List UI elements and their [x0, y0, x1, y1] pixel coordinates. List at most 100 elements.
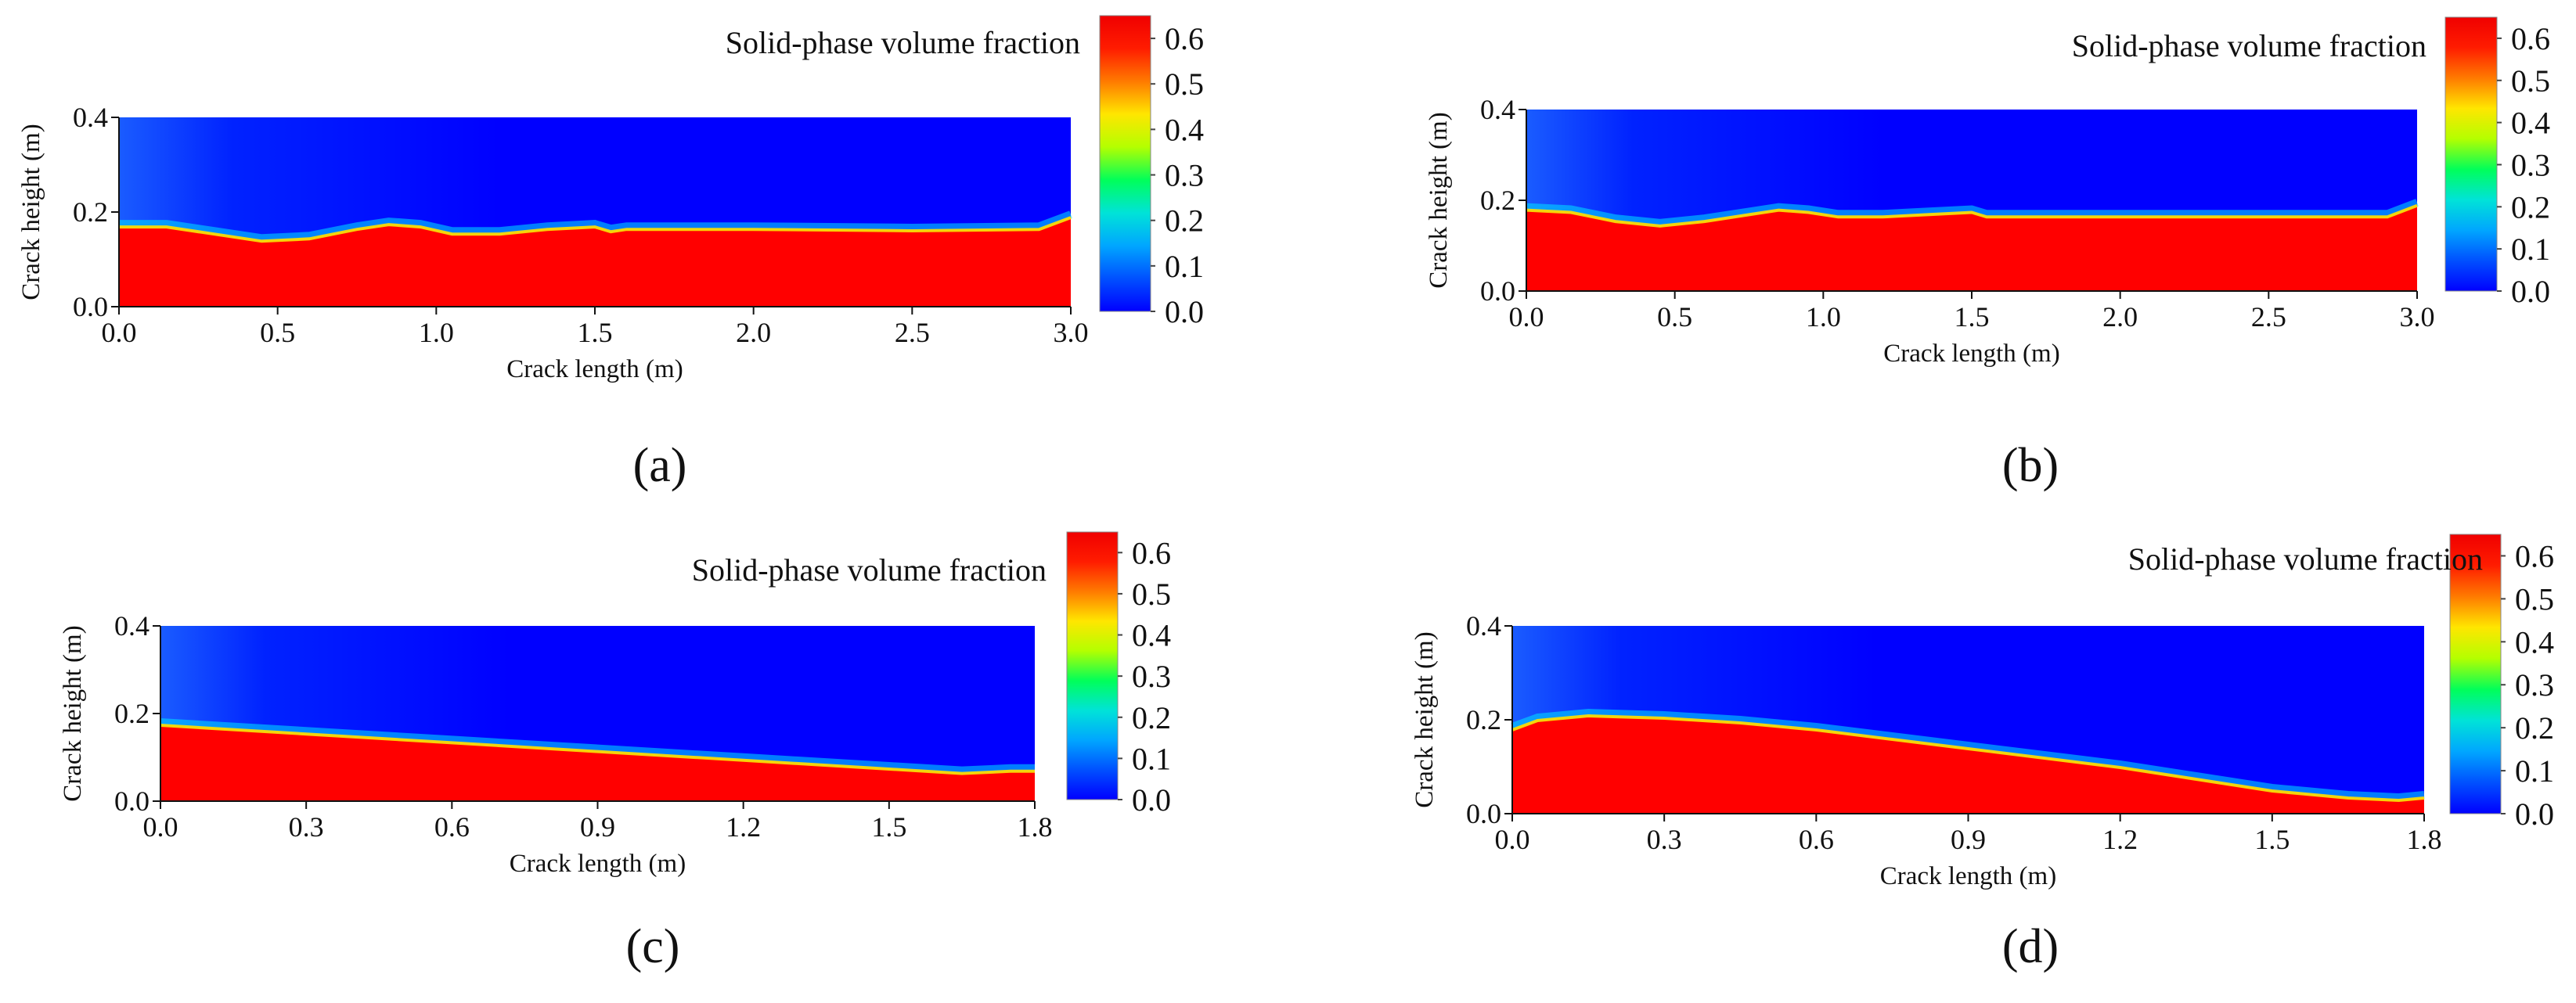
x-tick-label: 0.5	[1657, 301, 1692, 333]
x-tick-label: 0.6	[1799, 824, 1834, 855]
colorbar-title: Solid-phase volume fraction	[2072, 28, 2426, 63]
x-tick-label: 3.0	[2400, 301, 2435, 333]
colorbar-tick-label: 0.2	[2515, 710, 2554, 746]
x-tick-label: 0.0	[1509, 301, 1544, 333]
interface-line	[1526, 203, 2418, 228]
y-axis-label: Crack height (m)	[1410, 631, 1439, 807]
colorbar	[1099, 15, 1151, 312]
colorbar-tick-label: 0.4	[1165, 112, 1204, 147]
x-axis-label: Crack length (m)	[1880, 862, 2056, 890]
x-tick-label: 0.0	[143, 811, 178, 843]
x-tick-label: 1.5	[871, 811, 906, 843]
y-tick-label: 0.2	[1480, 185, 1515, 216]
interface-line	[119, 216, 1072, 243]
colorbar-tick-label: 0.1	[2511, 232, 2550, 267]
x-tick-label: 2.5	[895, 317, 930, 348]
colorbar	[2449, 534, 2502, 814]
x-tick-label: 3.0	[1054, 317, 1089, 348]
panel-label: (c)	[626, 920, 680, 973]
x-tick-label: 0.0	[1495, 824, 1530, 855]
colorbar-tick-label: 0.4	[2515, 624, 2554, 660]
colorbar-title: Solid-phase volume fraction	[726, 25, 1080, 60]
x-tick-label: 1.5	[578, 317, 613, 348]
panel-b: 0.0 0.5 1.0 1.5 2.0 2.5 3.0 0.0 0.2 0.4 Crack leng…	[1425, 16, 2550, 492]
x-tick-label: 2.5	[2251, 301, 2286, 333]
x-tick-label: 0.5	[260, 317, 295, 348]
x-tick-label: 1.5	[2254, 824, 2290, 855]
colorbar-tick-label: 0.2	[2511, 189, 2550, 225]
colorbar-tick-label: 0.1	[1165, 249, 1204, 284]
y-axis-label: Crack height (m)	[59, 625, 87, 801]
y-tick-label: 0.2	[73, 196, 108, 228]
colorbar-tick-label: 0.6	[2511, 21, 2550, 56]
y-tick-label: 0.2	[114, 698, 150, 729]
x-tick-label: 2.0	[2102, 301, 2138, 333]
interface-line	[160, 724, 1035, 775]
x-tick-label: 1.8	[2407, 824, 2442, 855]
solid-phase-region	[119, 217, 1071, 307]
panel-label: (a)	[633, 439, 687, 492]
colorbar-tick-label: 0.4	[1132, 618, 1171, 653]
colorbar-tick-label: 0.2	[1165, 203, 1204, 239]
x-tick-label: 0.6	[434, 811, 470, 843]
x-axis-label: Crack length (m)	[506, 355, 683, 383]
solid-phase-region	[1526, 204, 2417, 291]
interface-transition-band	[1526, 199, 2419, 227]
y-tick-label: 0.4	[114, 610, 150, 642]
x-tick-label: 2.0	[736, 317, 771, 348]
colorbar-tick-label: 0.1	[2515, 753, 2554, 789]
panel-a: 0.0 0.5 1.0 1.5 2.0 2.5 3.0 0.0 0.2 0.4 Crack leng…	[17, 15, 1204, 492]
colorbar-title: Solid-phase volume fraction	[2128, 541, 2483, 577]
panel-c: 0.0 0.3 0.6 0.9 1.2 1.5 1.8 0.0 0.2 0.4 Crack leng…	[59, 531, 1171, 973]
x-tick-label: 1.8	[1018, 811, 1053, 843]
x-tick-label: 1.0	[419, 317, 454, 348]
x-tick-label: 1.0	[1806, 301, 1841, 333]
x-tick-label: 1.2	[726, 811, 761, 843]
x-axis-label: Crack length (m)	[1883, 340, 2059, 368]
y-axis-label: Crack height (m)	[1425, 112, 1453, 288]
y-axis-label: Crack height (m)	[17, 124, 45, 300]
colorbar-tick-label: 0.5	[2515, 581, 2554, 617]
interface-transition-band	[119, 210, 1072, 243]
y-tick-label: 0.0	[73, 291, 108, 322]
colorbar-tick-label: 0.0	[1132, 782, 1171, 818]
x-tick-label: 0.0	[102, 317, 137, 348]
solid-phase-region	[1512, 715, 2424, 814]
colorbar-tick-label: 0.5	[2511, 63, 2550, 99]
colorbar-tick-label: 0.0	[2515, 796, 2554, 832]
colorbar-tick-label: 0.6	[1132, 535, 1171, 570]
colorbar-tick-label: 0.6	[2515, 538, 2554, 573]
y-tick-label: 0.0	[1480, 275, 1515, 307]
y-tick-label: 0.4	[73, 102, 108, 133]
interface-transition-band	[160, 718, 1035, 775]
colorbar-tick-label: 0.5	[1132, 577, 1171, 612]
x-tick-label: 0.3	[289, 811, 324, 843]
colorbar-tick-label: 0.3	[1132, 659, 1171, 694]
colorbar-tick-label: 0.4	[2511, 106, 2550, 141]
colorbar-tick-label: 0.2	[1132, 700, 1171, 735]
colorbar-tick-label: 0.1	[1132, 741, 1171, 776]
colorbar-title: Solid-phase volume fraction	[692, 552, 1047, 588]
colorbar-tick-label: 0.0	[1165, 294, 1204, 329]
solid-phase-region	[160, 724, 1035, 801]
colorbar-tick-label: 0.3	[2515, 667, 2554, 703]
x-tick-label: 1.2	[2102, 824, 2138, 855]
x-tick-label: 1.5	[1955, 301, 1990, 333]
colorbar-tick-label: 0.0	[2511, 274, 2550, 309]
colorbar	[1066, 531, 1119, 800]
panel-d: 0.0 0.3 0.6 0.9 1.2 1.5 1.8 0.0 0.2 0.4 Crack leng…	[1410, 534, 2554, 973]
x-tick-label: 0.9	[1951, 824, 1986, 855]
y-tick-label: 0.0	[1466, 798, 1501, 829]
x-tick-label: 0.3	[1647, 824, 1682, 855]
interface-transition-band	[1511, 708, 2425, 802]
panel-label: (d)	[2002, 920, 2059, 973]
x-axis-label: Crack length (m)	[510, 850, 686, 878]
x-tick-label: 0.9	[580, 811, 615, 843]
colorbar-tick-label: 0.6	[1165, 21, 1204, 56]
panel-label: (b)	[2002, 439, 2059, 492]
y-tick-label: 0.2	[1466, 704, 1501, 735]
colorbar-tick-label: 0.3	[2511, 147, 2550, 182]
interface-line	[1511, 714, 2425, 803]
colorbar-tick-label: 0.3	[1165, 158, 1204, 193]
